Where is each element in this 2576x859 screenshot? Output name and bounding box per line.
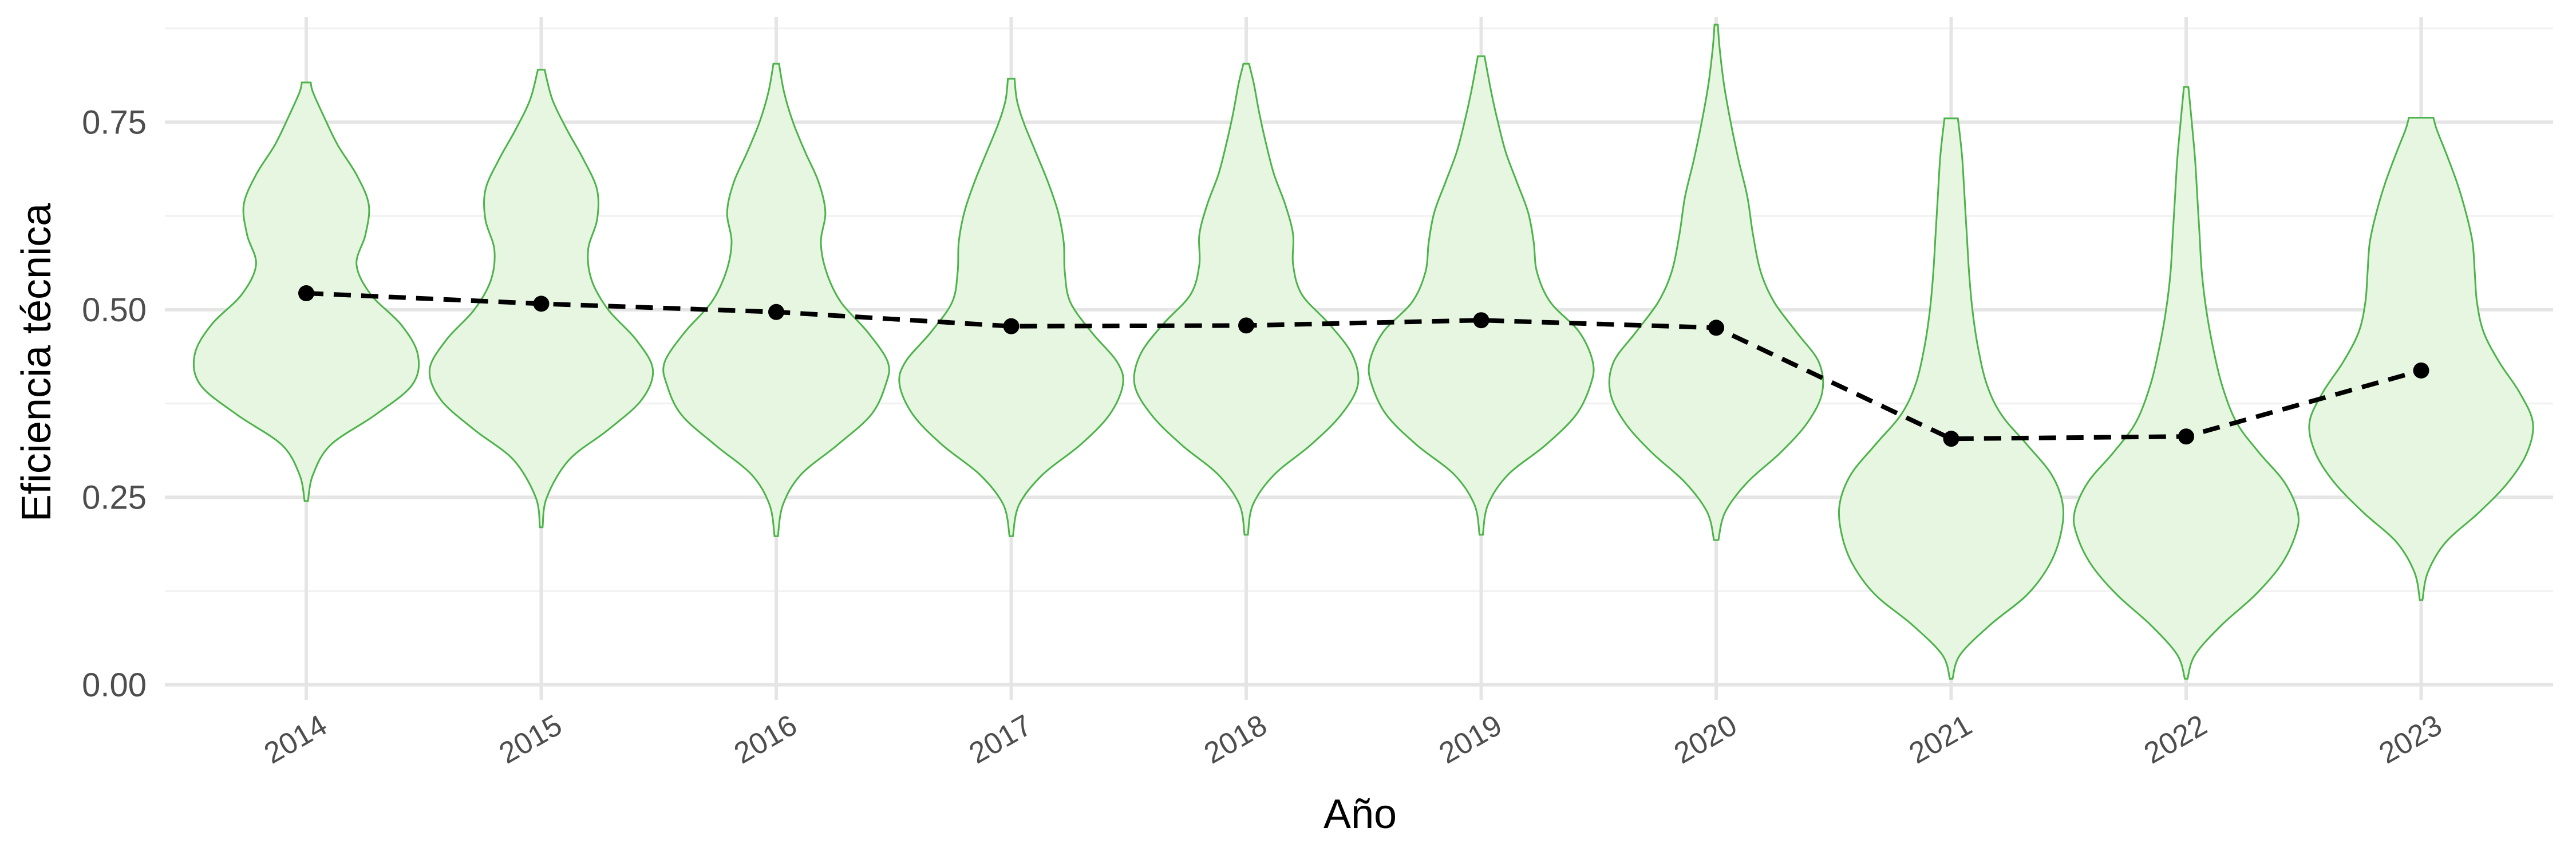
x-tick-label: 2015 [493,708,567,770]
mean-trend [298,285,2429,447]
mean-point-2015 [533,295,550,312]
y-tick-label: 0.25 [82,479,147,516]
x-tick-label: 2019 [1433,708,1507,770]
violin-2018 [1133,62,1360,536]
mean-point-2021 [1943,431,1959,447]
x-tick-label: 2022 [2139,708,2212,770]
x-tick-label: 2017 [963,708,1037,770]
x-tick-label: 2018 [1199,708,1273,770]
mean-point-2020 [1708,320,1724,336]
x-axis-title: Año [1323,791,1397,837]
x-tick-label: 2016 [729,708,803,770]
y-tick-label: 0.75 [82,104,147,141]
x-tick-label: 2014 [259,708,333,770]
mean-point-2016 [768,304,784,320]
violin-2019 [1368,55,1595,536]
x-tick-label: 2023 [2373,708,2447,770]
mean-point-2018 [1238,317,1254,334]
mean-point-2017 [1003,318,1020,334]
mean-point-2022 [2178,428,2194,445]
x-axis-ticks: 2014 2015 2016 2017 2018 2019 2020 2021 2022 2023 [259,708,2448,770]
y-axis-title: Eficiencia técnica [14,203,60,522]
violin-2017 [898,77,1124,537]
y-tick-label: 0.00 [82,667,147,704]
y-axis-ticks: 0.00 0.25 0.50 0.75 [82,104,147,703]
x-tick-label: 2020 [1669,708,1743,770]
violin-2020 [1608,23,1824,541]
mean-point-2019 [1473,312,1490,329]
y-tick-label: 0.50 [82,291,147,329]
violin-2021 [1838,117,2065,680]
violin-2022 [2073,86,2300,680]
mean-point-2023 [2413,362,2429,379]
x-tick-label: 2021 [1903,708,1977,770]
violin-2016 [662,62,890,537]
mean-point-2014 [298,285,314,302]
violin-2023 [2308,117,2534,601]
mean-line [306,291,2422,442]
